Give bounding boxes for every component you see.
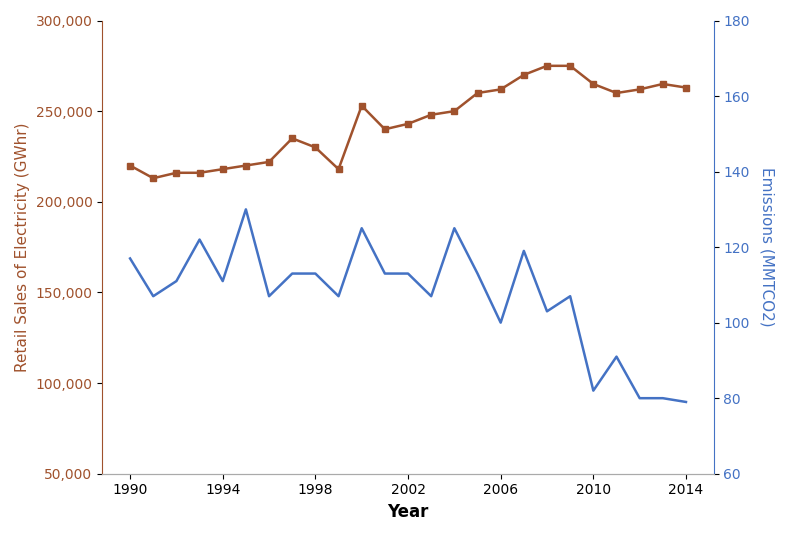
Y-axis label: Emissions (MMTCO2): Emissions (MMTCO2)	[760, 167, 775, 327]
Y-axis label: Retail Sales of Electricity (GWhr): Retail Sales of Electricity (GWhr)	[15, 122, 30, 372]
X-axis label: Year: Year	[387, 503, 429, 521]
